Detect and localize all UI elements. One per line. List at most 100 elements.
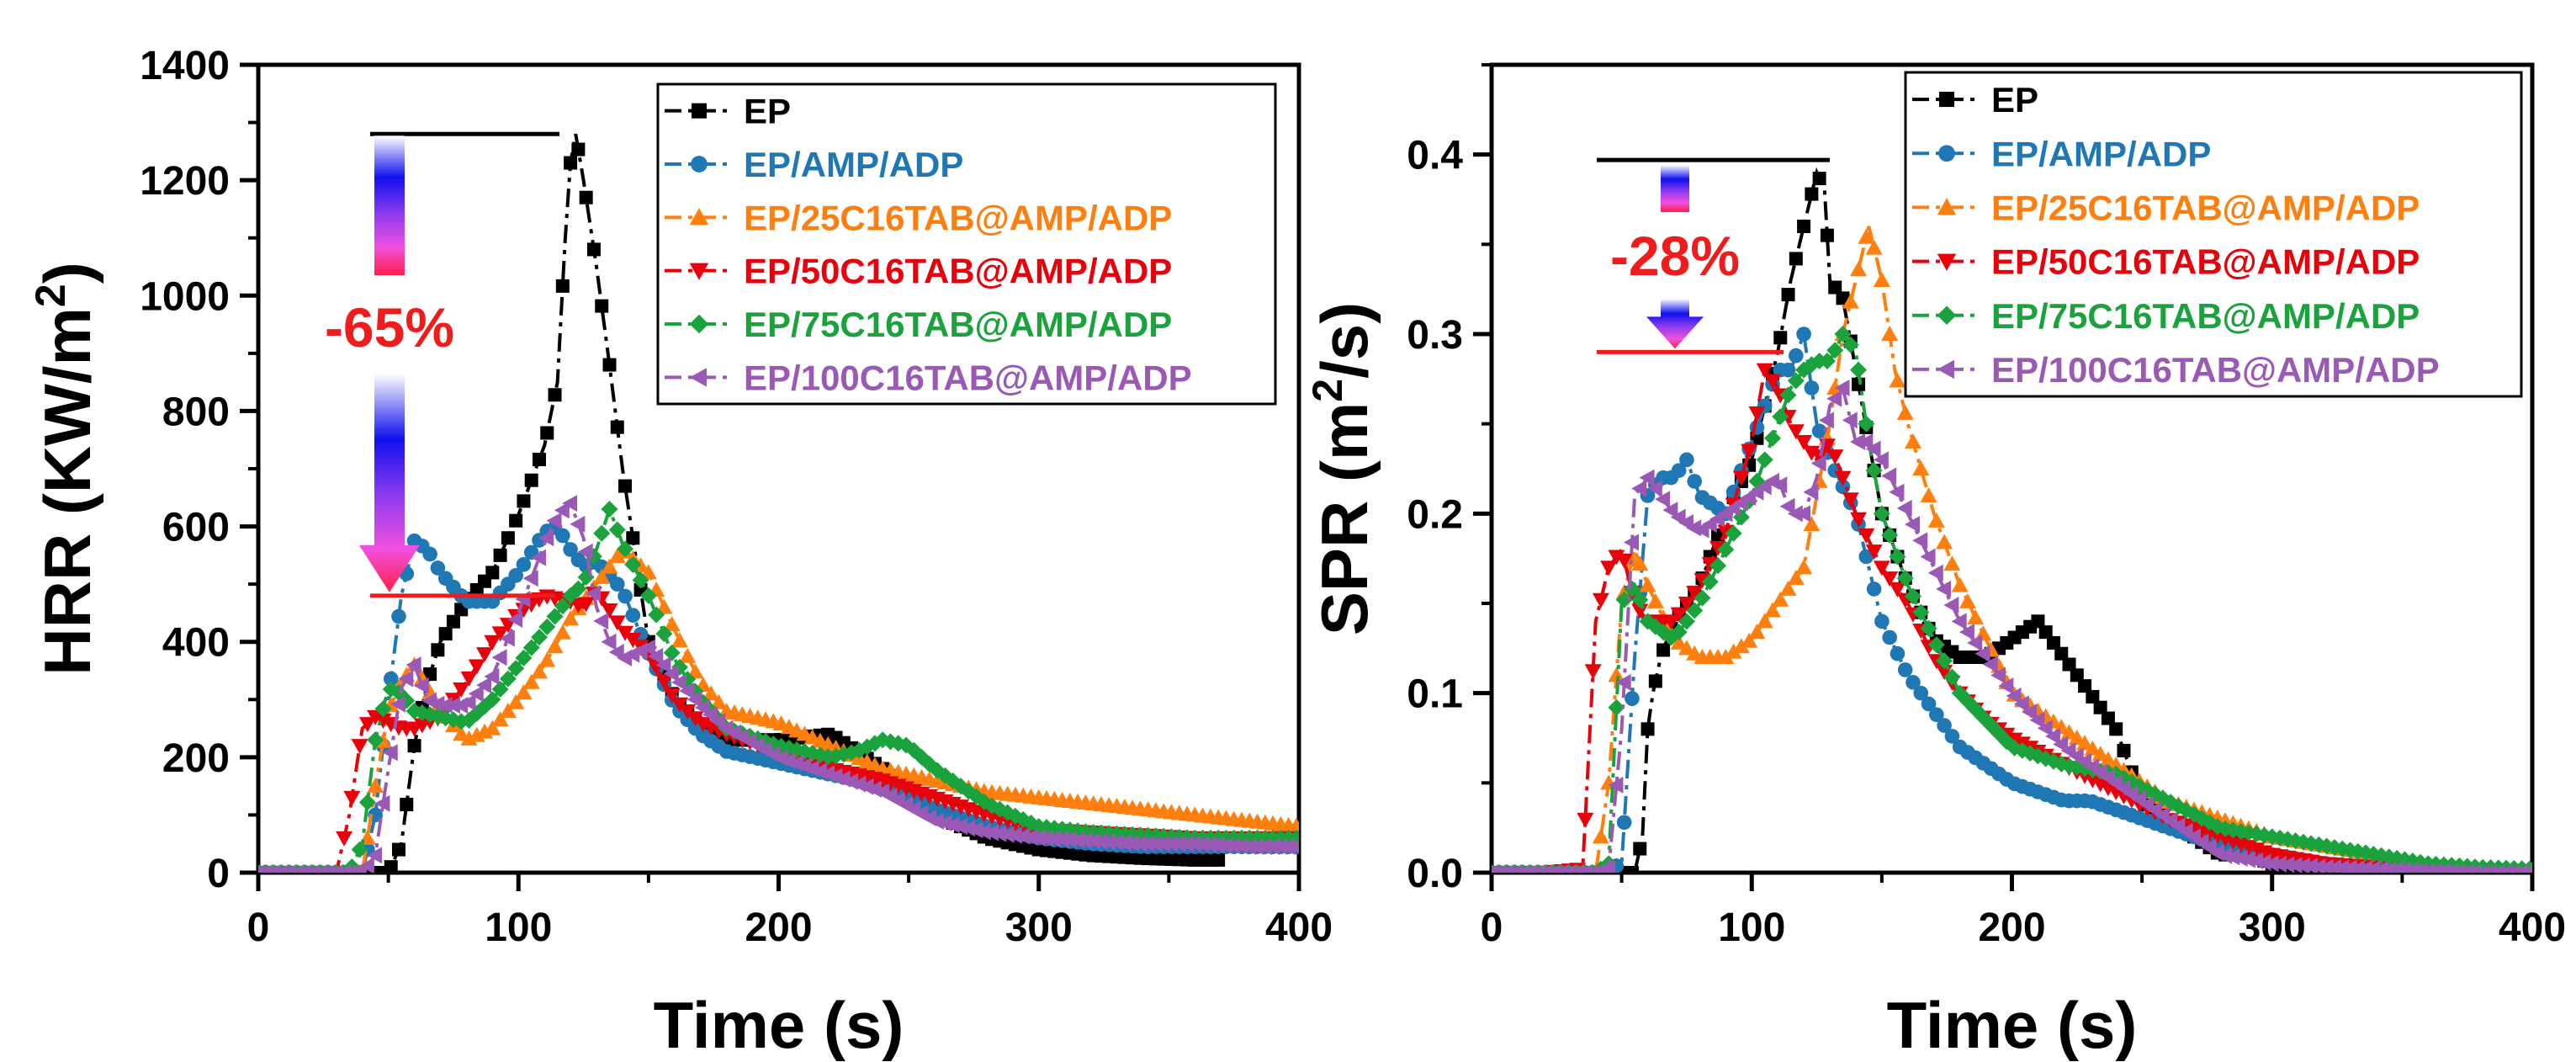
data-point [617,589,633,604]
data-point [549,388,562,401]
data-point [1967,609,1984,624]
y-axis-title: SPR (m2/s) [1304,302,1381,635]
data-point [1889,372,1905,387]
data-point [392,843,405,857]
legend-item-c100: EP/100C16TAB@AMP/ADP [1912,350,2440,390]
legend-box [658,84,1275,404]
legend: EP EP/AMP/ADP EP/25C16TAB@AMP/ADP EP/50C16T… [658,84,1275,404]
data-point [517,557,532,572]
data-point [555,528,570,544]
data-point [1943,555,1960,571]
x-tick-label: 400 [1265,905,1333,950]
data-point [1905,433,1921,449]
data-point [1764,430,1781,447]
y-tick-label: 0 [207,852,230,896]
data-point [408,739,421,752]
y-tick-label: 1200 [140,159,230,204]
y-tick-label: 1400 [140,44,230,88]
data-point [352,739,368,754]
data-point [523,570,538,587]
series-c100 [1483,380,2536,881]
legend-label: EP/50C16TAB@AMP/ADP [1991,242,2420,282]
data-point [1858,528,1874,544]
data-point [1912,460,1929,475]
y-tick-label: 200 [162,736,230,781]
y-axis-title-end: ) [30,262,104,284]
arrow-down-icon [359,374,420,592]
arrow-shaft-top [374,135,405,275]
data-point [517,494,530,507]
hrr-chart: 0 100 200 300 4000200400600800100012001400Ti… [27,44,1333,1062]
legend-label: EP/75C16TAB@AMP/ADP [744,305,1172,344]
data-point [1593,593,1609,608]
data-point [1850,362,1867,379]
data-point [494,549,507,562]
legend-label: EP [1991,80,2038,119]
legend: EPEP/AMP/ADPEP/25C16TAB@AMP/ADPEP/50C16T… [1905,72,2521,396]
legend-marker [692,104,707,119]
data-point [422,547,437,562]
data-point [1773,331,1787,344]
data-point [1577,813,1593,828]
x-tick-label: 300 [1005,905,1073,950]
data-point [1874,272,1890,287]
x-tick-label: 400 [2499,905,2566,950]
data-point [556,279,570,293]
legend-label: EP [744,92,791,131]
data-point [2117,744,2130,757]
data-point [1959,593,1976,608]
data-point [554,624,571,640]
data-point [1211,853,1225,867]
data-point [1936,534,1953,549]
series-line [258,503,1299,873]
data-point [1796,327,1811,342]
data-point [1952,577,1969,592]
data-point [611,421,624,434]
legend-marker [1938,145,1955,162]
data-point [587,242,601,256]
data-point [1882,630,1897,645]
data-point [1928,565,1943,581]
data-point [1928,512,1945,528]
data-point [525,474,538,487]
data-point [580,191,593,204]
legend-label: EP/25C16TAB@AMP/ADP [1991,188,2420,227]
legend-label: EP/75C16TAB@AMP/ADP [1991,296,2420,336]
legend-label: EP/AMP/ADP [744,145,963,184]
legend-label: EP/25C16TAB@AMP/ADP [744,198,1172,237]
data-point [593,613,608,629]
series-line [258,527,1299,873]
y-tick-label: 0.1 [1407,672,1463,717]
data-point [1679,453,1694,468]
series-line [1492,334,2532,873]
data-point [1647,593,1664,608]
data-point [1585,664,1602,679]
data-point [1805,380,1820,396]
data-point [447,615,460,629]
data-point [533,453,546,466]
series-line [1492,388,2532,873]
data-point [1881,326,1898,341]
data-point [1889,484,1904,501]
data-point [1641,722,1655,735]
spr-chart: 0 100 200 300 4000.00.10.20.30.4Time (s)SPR … [1304,65,2566,1062]
reduction-label: -65% [325,296,454,358]
data-point [1936,581,1951,597]
data-point [626,531,639,544]
data-point [679,648,696,663]
legend-marker [1939,92,1954,107]
legend-label: EP/50C16TAB@AMP/ADP [744,252,1172,291]
data-point [1881,468,1896,485]
x-axis-title: Time (s) [654,988,904,1062]
data-point [336,831,352,847]
data-point [439,627,453,640]
data-point [595,300,608,313]
data-point [1874,614,1890,629]
y-tick-label: 600 [162,506,230,550]
x-tick-label: 100 [1718,905,1785,950]
data-point [1789,252,1803,265]
y-axis-title-end: /s) [1307,302,1381,379]
data-point [671,632,688,647]
data-point [540,426,554,439]
x-tick-label: 0 [1481,905,1503,950]
